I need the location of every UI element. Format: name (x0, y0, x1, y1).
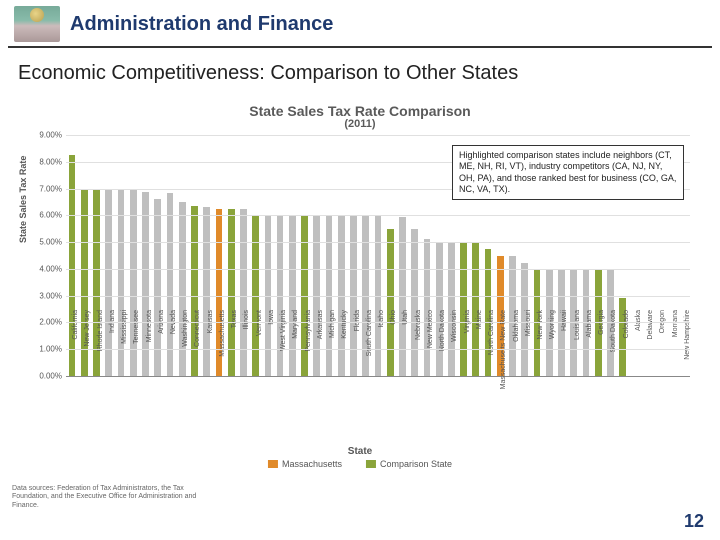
y-axis-label: State Sales Tax Rate (18, 156, 28, 243)
bar-slot: Ohio (384, 135, 396, 376)
bar-slot: Pennsylvania (298, 135, 310, 376)
grid-line (66, 322, 690, 323)
bar-slot: Idaho (372, 135, 384, 376)
y-tick-label: 6.00% (24, 211, 62, 220)
chart-legend: Massachusetts Comparison State (268, 459, 452, 469)
bar-slot: Nebraska (409, 135, 421, 376)
grid-line (66, 296, 690, 297)
bar-slot: New Jersey (78, 135, 90, 376)
bar-slot: Michigan (323, 135, 335, 376)
header-title: Administration and Finance (70, 13, 333, 36)
data-source-note: Data sources: Federation of Tax Administ… (12, 485, 212, 510)
legend-swatch (268, 460, 278, 468)
legend-item: Massachusetts (268, 459, 342, 469)
bar-slot: Washington (176, 135, 188, 376)
grid-line (66, 135, 690, 136)
bar-slot: Tennessee (127, 135, 139, 376)
bar-slot: Arizona (152, 135, 164, 376)
bar-slot: California (66, 135, 78, 376)
bar-slot: Indiana (103, 135, 115, 376)
bar-slot: New Mexico (421, 135, 433, 376)
grid-line (66, 215, 690, 216)
state-seal-logo (14, 6, 60, 42)
bar-slot: Vermont (250, 135, 262, 376)
y-tick-label: 9.00% (24, 131, 62, 140)
bar-slot: Mississippi (115, 135, 127, 376)
bar-slot: Massachusetts (213, 135, 225, 376)
bar-slot: Connecticut (188, 135, 200, 376)
x-axis-label: State (348, 446, 372, 457)
legend-swatch (366, 460, 376, 468)
bar-slot: West Virginia (274, 135, 286, 376)
bar-slot: Kansas (201, 135, 213, 376)
y-tick-label: 5.00% (24, 238, 62, 247)
bar-slot: Nevada (164, 135, 176, 376)
y-tick-label: 8.00% (24, 157, 62, 166)
bar-slot: Florida (347, 135, 359, 376)
bar-slot: Arkansas (311, 135, 323, 376)
y-tick-label: 7.00% (24, 184, 62, 193)
bar-slot: Minnesota (139, 135, 151, 376)
bar-slot: North Dakota (433, 135, 445, 376)
legend-item: Comparison State (366, 459, 452, 469)
page-number: 12 (684, 511, 704, 532)
chart-container: State Sales Tax Rate Comparison (2011) H… (12, 103, 708, 463)
y-tick-label: 1.00% (24, 345, 62, 354)
category-label: New Hampshire (684, 310, 691, 380)
bar-slot: Maryland (286, 135, 298, 376)
page-subtitle: Economic Competitiveness: Comparison to … (0, 48, 720, 95)
bar-slot: Iowa (262, 135, 274, 376)
annotation-box: Highlighted comparison states include ne… (452, 145, 684, 200)
bar-slot: Kentucky (335, 135, 347, 376)
grid-line (66, 269, 690, 270)
y-tick-label: 0.00% (24, 372, 62, 381)
y-tick-label: 2.00% (24, 318, 62, 327)
page-header: Administration and Finance (8, 0, 712, 48)
bar-slot: Rhode Island (90, 135, 102, 376)
bar-slot: Illinois (237, 135, 249, 376)
y-tick-label: 4.00% (24, 264, 62, 273)
bar-slot: Texas (225, 135, 237, 376)
bar-slot: Utah (396, 135, 408, 376)
chart-title: State Sales Tax Rate Comparison (12, 103, 708, 119)
grid-line (66, 242, 690, 243)
bar-slot: South Carolina (360, 135, 372, 376)
y-tick-label: 3.00% (24, 291, 62, 300)
legend-label: Comparison State (380, 459, 452, 469)
chart-subtitle: (2011) (12, 118, 708, 130)
legend-label: Massachusetts (282, 459, 342, 469)
grid-line (66, 349, 690, 350)
